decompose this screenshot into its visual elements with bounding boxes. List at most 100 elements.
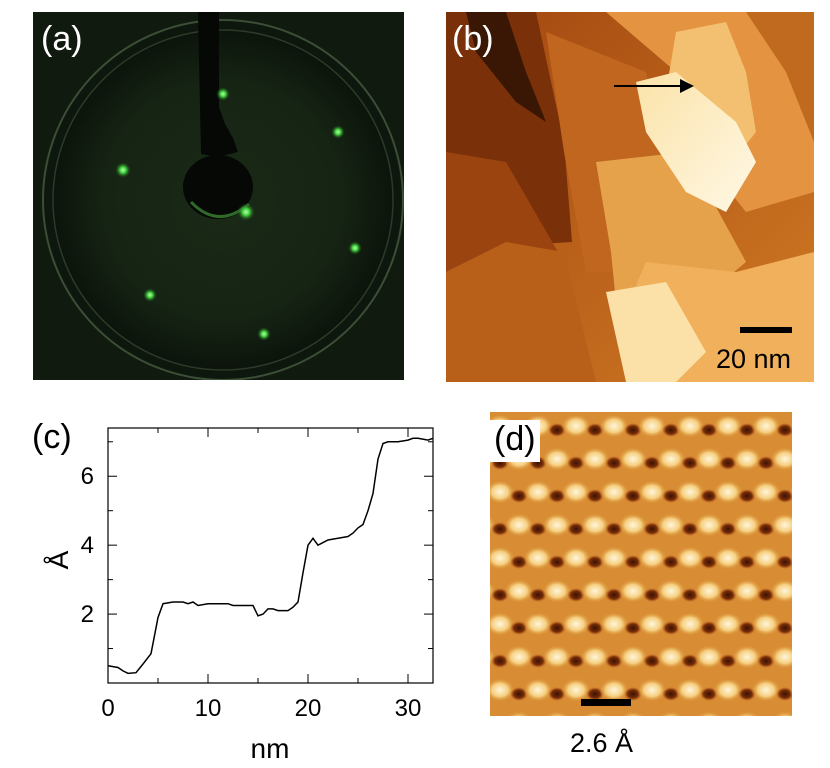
atom-bright <box>694 579 724 603</box>
atom-bright <box>696 711 722 716</box>
atom-bright <box>732 579 762 603</box>
atom-bright <box>637 414 667 438</box>
atom-bright <box>523 678 553 702</box>
atom-bright <box>599 480 629 504</box>
atom-bright <box>490 678 515 702</box>
panel-label-a: (a) <box>41 20 83 58</box>
atom-bright <box>490 713 494 716</box>
atom-bright <box>732 447 762 471</box>
atom-bright <box>656 645 686 669</box>
panel-a: (a) <box>33 12 404 380</box>
atom-bright <box>751 480 781 504</box>
atom-bright <box>732 645 762 669</box>
atom-bright <box>599 414 629 438</box>
atom-bright <box>561 546 591 570</box>
atom-bright <box>675 678 705 702</box>
panel-label-d: (d) <box>490 420 540 462</box>
atom-bright <box>751 612 781 636</box>
atom-bright <box>637 678 667 702</box>
atom-bright <box>618 579 648 603</box>
terrace-bottom-light <box>606 282 706 382</box>
atom-bright <box>490 480 515 504</box>
atom-bright <box>675 612 705 636</box>
atom-bright <box>658 711 684 716</box>
atom-bright <box>751 414 781 438</box>
atom-bright <box>582 711 608 716</box>
atom-bright <box>542 645 572 669</box>
terrace-highest <box>636 72 756 212</box>
axis-tick-labels: 0 10 20 30 2 4 6 <box>81 463 422 722</box>
atom-bright <box>618 645 648 669</box>
diffraction-spot <box>331 125 345 139</box>
profile-line <box>107 437 434 675</box>
atom-bright <box>561 480 591 504</box>
atom-dark <box>776 489 792 503</box>
atom-bright <box>713 612 743 636</box>
diffraction-spot <box>237 203 255 221</box>
scale-bar-label-d: 2.6 Å <box>570 728 634 758</box>
atom-bright <box>504 513 534 537</box>
diffraction-screen-rim <box>42 19 404 380</box>
terrace-mid-left <box>446 152 558 272</box>
atom-bright <box>770 513 792 537</box>
x-tick-label: 0 <box>101 695 114 722</box>
atom-bright <box>637 480 667 504</box>
atom-bright <box>618 513 648 537</box>
scale-bar-label-b: 20 nm <box>716 344 792 374</box>
atom-bright <box>561 414 591 438</box>
x-axis-label: nm <box>251 733 290 764</box>
atom-bright <box>561 612 591 636</box>
atom-bright <box>789 484 792 500</box>
atom-bright <box>637 612 667 636</box>
atom-bright <box>770 645 792 669</box>
atom-bright <box>523 546 553 570</box>
atom-dark <box>776 687 792 701</box>
atom-bright <box>580 579 610 603</box>
y-tick-label: 2 <box>81 601 94 628</box>
diffraction-spot <box>348 241 362 255</box>
direction-arrow-head <box>680 79 694 93</box>
scale-bar-d <box>581 699 631 706</box>
atom-bright <box>789 550 792 566</box>
atomic-resolution-image <box>490 412 792 716</box>
atom-bright <box>789 616 792 632</box>
panel-label-c: (c) <box>32 418 72 456</box>
atom-bright <box>789 682 792 698</box>
diffraction-spot <box>115 162 131 178</box>
atom-bright <box>751 678 781 702</box>
panel-b: (b) 20 nm <box>446 12 814 382</box>
atom-dark <box>776 555 792 569</box>
sample-holder-arm <box>198 12 238 157</box>
atom-bright <box>599 678 629 702</box>
atom-bright <box>637 546 667 570</box>
x-tick-label: 10 <box>195 695 222 722</box>
atom-bright <box>580 645 610 669</box>
atom-bright <box>504 645 534 669</box>
atom-bright <box>544 711 570 716</box>
atom-bright <box>580 447 610 471</box>
atom-bright <box>770 447 792 471</box>
panel-d: (d) <box>490 412 792 716</box>
panel-label-b: (b) <box>452 20 494 58</box>
plot-frame <box>107 427 434 684</box>
atom-bright <box>732 513 762 537</box>
diffraction-spot <box>143 288 157 302</box>
atom-bright <box>561 678 591 702</box>
atom-bright <box>770 579 792 603</box>
atom-bright <box>618 447 648 471</box>
axis-ticks <box>107 428 433 683</box>
atom-dark <box>776 423 792 437</box>
atom-bright <box>599 612 629 636</box>
atom-bright <box>504 579 534 603</box>
atom-bright <box>523 612 553 636</box>
terrace-darkest <box>466 12 546 122</box>
atom-bright <box>713 480 743 504</box>
atom-bright <box>675 414 705 438</box>
atom-bright <box>542 579 572 603</box>
scale-bar-b <box>740 327 792 333</box>
atom-bright <box>734 711 760 716</box>
atom-bright <box>656 447 686 471</box>
height-profile-chart: 0 10 20 30 2 4 6 nm Å <box>43 427 434 764</box>
atom-bright <box>789 418 792 434</box>
atom-bright <box>713 678 743 702</box>
